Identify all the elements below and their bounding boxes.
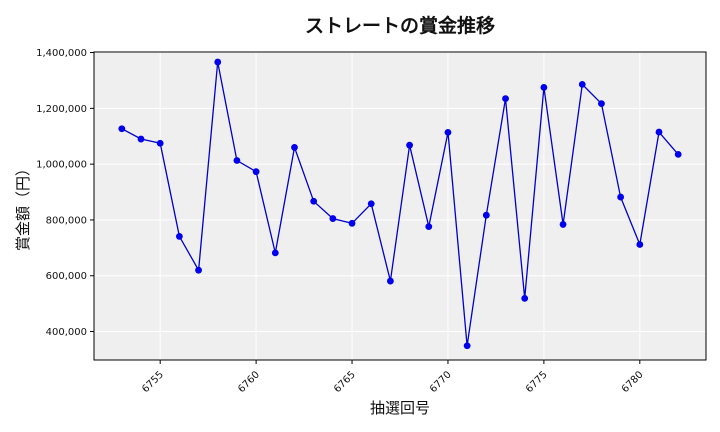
series-line: [121, 61, 679, 346]
data-point: [175, 233, 183, 240]
data-point: [406, 141, 413, 149]
data-point: [367, 200, 375, 208]
series-layer: [118, 58, 682, 350]
data-point: [636, 241, 644, 248]
data-point: [252, 168, 260, 176]
y-tick-label: 1,400,000: [36, 48, 87, 59]
data-point: [674, 150, 682, 158]
data-point: [502, 95, 509, 102]
data-point: [598, 100, 605, 108]
data-point: [559, 221, 567, 228]
data-point: [271, 249, 279, 257]
data-point: [137, 135, 145, 143]
grid-lines: [94, 52, 706, 360]
data-point: [425, 223, 433, 231]
data-point: [214, 58, 222, 66]
data-point: [348, 219, 356, 227]
x-axis-label: 抽選回号: [370, 399, 430, 417]
data-point: [310, 197, 318, 205]
plot-area: [94, 52, 706, 360]
data-point: [156, 139, 164, 147]
data-point: [540, 84, 548, 91]
y-tick-label: 1,200,000: [36, 104, 87, 115]
y-tick-label: 800,000: [46, 215, 87, 226]
data-point: [118, 125, 126, 133]
data-point: [482, 211, 490, 219]
data-point: [463, 342, 471, 350]
y-tick-label: 600,000: [46, 271, 87, 282]
plot-frame: [93, 51, 707, 361]
y-tick-label: 1,000,000: [36, 160, 87, 171]
y-axis-label: 賞金額（円）: [14, 161, 32, 251]
data-point: [617, 193, 625, 201]
data-point: [521, 294, 529, 302]
data-point: [329, 215, 337, 222]
data-point: [291, 144, 298, 151]
data-point: [655, 128, 663, 136]
y-tick-label: 400,000: [46, 327, 87, 338]
data-point: [387, 277, 394, 285]
data-point: [578, 80, 586, 88]
data-point: [195, 266, 202, 274]
data-point: [233, 157, 241, 164]
data-point: [444, 128, 452, 136]
chart-title: ストレートの賞金推移: [305, 14, 495, 37]
